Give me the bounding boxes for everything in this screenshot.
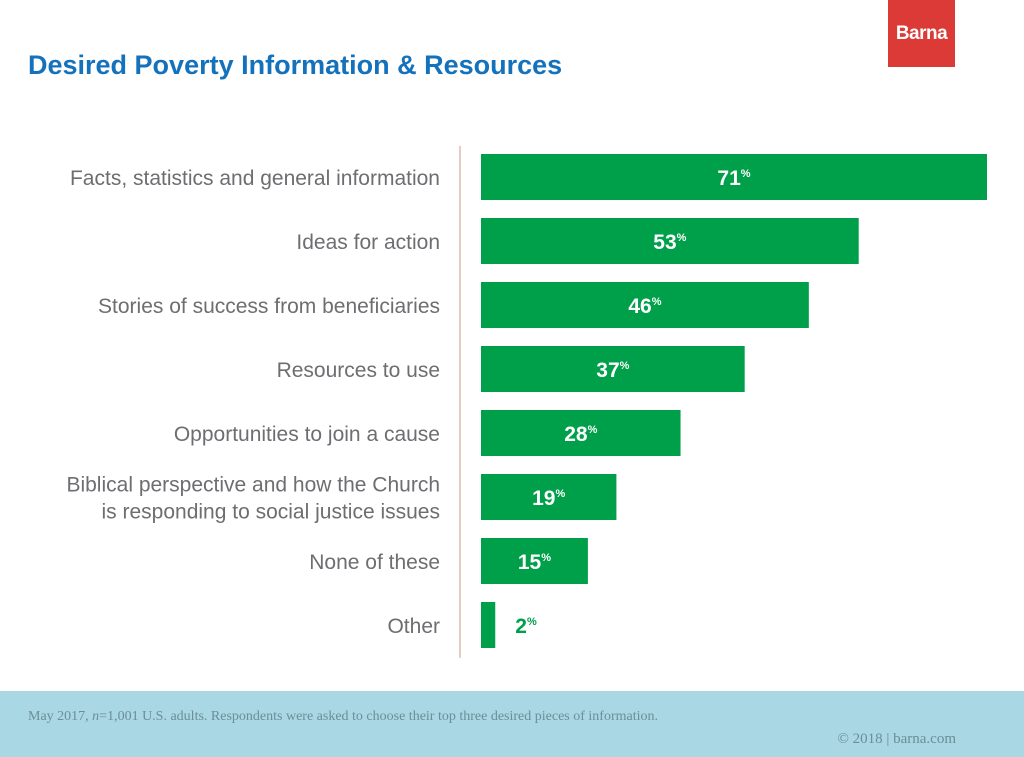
data-label-value: 53 [653,231,676,254]
category-label-line: None of these [309,551,440,574]
copyright: © 2018 | barna.com [837,731,956,747]
barna-logo: Barna [888,0,955,67]
data-label-suffix: % [588,424,598,436]
footnote-n: n [92,709,100,724]
category-label-line: Biblical perspective and how the Church [66,474,440,497]
bar [481,282,809,328]
data-label: 28% [564,423,597,446]
data-label-value: 46 [628,295,651,318]
category-label-line: Facts, statistics and general informatio… [70,167,440,190]
footnote: May 2017, n=1,001 U.S. adults. Responden… [28,709,658,725]
category-label-line: Opportunities to join a cause [174,423,440,446]
data-label-suffix: % [652,296,662,308]
category-label: Biblical perspective and how the Church i… [66,474,440,524]
data-label-value: 19 [532,487,555,510]
bar [481,474,617,520]
data-label-value: 37 [596,359,619,382]
bar [481,538,588,584]
category-label-line: Ideas for action [296,231,440,254]
category-label: None of these [309,551,440,574]
category-label-line: is responding to social justice issues [101,501,440,524]
data-label: 71% [717,167,750,190]
category-label: Opportunities to join a cause [174,423,440,446]
data-label: 46% [628,295,661,318]
data-label: 2% [515,615,537,638]
data-label-suffix: % [541,552,551,564]
bar [481,410,681,456]
data-label-suffix: % [620,360,630,372]
data-label-suffix: % [677,232,687,244]
chart-title: Desired Poverty Information & Resources [28,50,563,80]
data-label: 53% [653,231,686,254]
data-label: 19% [532,487,565,510]
data-label-suffix: % [527,616,537,628]
footer-bar: May 2017, n=1,001 U.S. adults. Responden… [0,691,1024,757]
category-label-line: Other [387,615,440,638]
category-label: Resources to use [277,359,440,382]
bar [481,218,859,264]
data-label-value: 28 [564,423,588,446]
category-label-line: Resources to use [277,359,440,382]
category-label-line: Stories of success from beneficiaries [98,295,440,318]
footnote-prefix: May 2017, [28,709,93,724]
data-label-value: 2 [515,615,527,638]
category-label: Ideas for action [296,231,440,254]
bar [481,346,745,392]
data-label: 15% [518,551,551,574]
bar [481,154,987,200]
category-label: Facts, statistics and general informatio… [70,167,440,190]
bar [481,602,496,648]
category-label: Other [387,615,440,638]
category-label: Stories of success from beneficiaries [98,295,440,318]
footnote-rest: =1,001 U.S. adults. Respondents were ask… [99,709,658,724]
data-label: 37% [596,359,629,382]
data-label-value: 71 [717,167,741,190]
data-label-value: 15 [518,551,542,574]
bar-chart: Facts, statistics and general informatio… [66,146,987,658]
data-label-suffix: % [555,488,565,500]
data-label-suffix: % [741,168,751,180]
